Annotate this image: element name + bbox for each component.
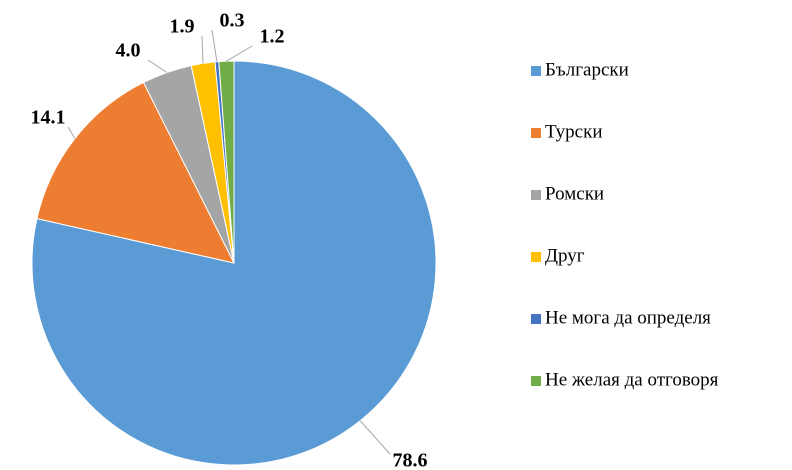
leader-line (211, 29, 218, 62)
leader-line (226, 45, 253, 62)
leader-line (201, 35, 204, 64)
legend-swatch (531, 376, 541, 386)
data-label: 4.0 (116, 40, 141, 62)
leader-line (147, 59, 168, 73)
legend-swatch (531, 190, 541, 200)
data-label: 78.6 (393, 450, 428, 470)
legend-label: Турски (545, 121, 603, 142)
leader-line (359, 420, 391, 455)
pie-slice (218, 60, 235, 264)
data-label: 0.3 (220, 10, 245, 32)
data-label: 1.9 (170, 16, 195, 38)
data-label: 1.2 (260, 26, 285, 48)
legend-label: Ромски (545, 183, 604, 204)
data-label: 14.1 (31, 107, 66, 129)
legend-swatch (531, 128, 541, 138)
legend-swatch (531, 314, 541, 324)
leader-line (67, 126, 76, 139)
legend-swatch (531, 252, 541, 262)
legend-label: Не желая да отговоря (545, 369, 719, 390)
legend-label: Друг (545, 245, 585, 266)
legend-label: Български (545, 59, 629, 80)
legend-label: Не мога да определя (545, 307, 711, 328)
legend-swatch (531, 66, 541, 76)
